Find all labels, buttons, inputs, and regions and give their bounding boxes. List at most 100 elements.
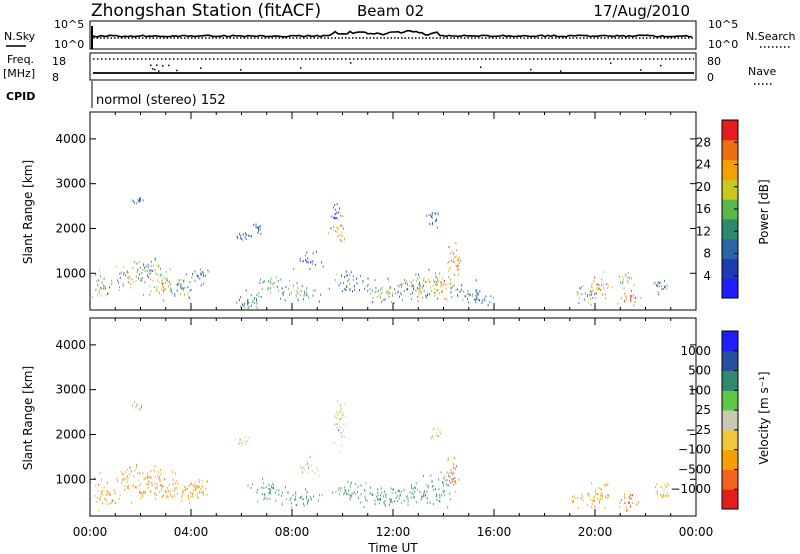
heatmap-cell <box>454 481 456 484</box>
heatmap-cell <box>155 488 157 491</box>
heatmap-cell <box>165 489 166 492</box>
heatmap-cell <box>180 293 181 296</box>
heatmap-cell <box>469 293 471 296</box>
heatmap-cell <box>450 287 452 290</box>
heatmap-cell <box>629 277 631 280</box>
heatmap-cell <box>139 490 140 493</box>
heatmap-cell <box>138 277 139 280</box>
heatmap-cell <box>307 261 309 264</box>
heatmap-cell <box>365 482 367 485</box>
heatmap-cell <box>295 491 297 494</box>
heatmap-cell <box>455 264 457 267</box>
heatmap-cell <box>640 296 642 299</box>
heatmap-cell <box>438 292 440 295</box>
heatmap-cell <box>345 492 347 495</box>
heatmap-cell <box>605 496 607 499</box>
heatmap-cell <box>385 496 387 499</box>
power-cells <box>92 197 669 310</box>
heatmap-cell <box>611 286 613 289</box>
heatmap-cell <box>624 275 626 278</box>
heatmap-cell <box>130 283 131 286</box>
heatmap-cell <box>582 285 584 288</box>
heatmap-cell <box>128 473 130 476</box>
nave-dip-point <box>300 67 302 69</box>
nave-dip-point <box>240 69 242 71</box>
heatmap-cell <box>200 273 202 276</box>
colorbar-tick-label: 28 <box>696 135 711 149</box>
date-label: 17/Aug/2010 <box>593 2 690 20</box>
heatmap-cell <box>350 483 351 486</box>
colorbar-band <box>722 489 738 510</box>
nsky-trace <box>92 29 693 38</box>
heatmap-cell <box>656 490 658 493</box>
heatmap-cell <box>307 462 309 465</box>
heatmap-cell <box>167 285 169 288</box>
heatmap-cell <box>634 296 636 299</box>
heatmap-cell <box>291 506 292 509</box>
colorbar-tick-label: 16 <box>696 202 711 216</box>
heatmap-cell <box>148 276 149 279</box>
heatmap-cell <box>253 223 255 226</box>
heatmap-cell <box>148 475 150 478</box>
heatmap-cell <box>397 284 399 287</box>
heatmap-cell <box>664 484 666 487</box>
heatmap-cell <box>630 497 632 500</box>
heatmap-cell <box>438 488 440 491</box>
heatmap-cell <box>601 497 603 500</box>
heatmap-cell <box>268 492 270 495</box>
heatmap-cell <box>453 457 455 460</box>
heatmap-cell <box>343 429 344 432</box>
heatmap-cell <box>475 301 477 304</box>
heatmap-cell <box>352 275 354 278</box>
heatmap-cell <box>99 286 101 289</box>
heatmap-cell <box>149 480 150 483</box>
heatmap-cell <box>123 265 125 268</box>
heatmap-cell <box>295 504 297 507</box>
heatmap-cell <box>244 302 246 305</box>
heatmap-cell <box>666 486 668 489</box>
heatmap-cell <box>240 442 242 445</box>
heatmap-cell <box>101 478 103 481</box>
heatmap-cell <box>624 501 626 504</box>
heatmap-cell <box>467 290 469 293</box>
heatmap-cell <box>600 288 601 291</box>
heatmap-cell <box>293 268 295 271</box>
heatmap-cell <box>435 275 437 278</box>
heatmap-cell <box>312 260 314 263</box>
colorbar-tick-label: −100 <box>678 443 711 457</box>
heatmap-cell <box>271 282 273 285</box>
heatmap-cell <box>337 226 339 229</box>
heatmap-cell <box>357 491 358 494</box>
heatmap-cell <box>189 281 191 284</box>
heatmap-cell <box>399 493 401 496</box>
heatmap-cell <box>345 288 347 291</box>
heatmap-cell <box>159 490 161 493</box>
heatmap-cell <box>457 295 459 298</box>
heatmap-cell <box>331 215 333 218</box>
heatmap-cell <box>475 295 477 298</box>
heatmap-cell <box>236 301 238 304</box>
heatmap-cell <box>280 297 281 300</box>
heatmap-cell <box>435 284 437 287</box>
heatmap-cell <box>619 506 621 509</box>
heatmap-cell <box>371 493 373 496</box>
heatmap-cell <box>272 484 274 487</box>
heatmap-cell <box>118 289 120 292</box>
y-tick-label: 3000 <box>55 177 86 191</box>
heatmap-cell <box>302 498 304 501</box>
heatmap-cell <box>339 489 341 492</box>
heatmap-cell <box>160 274 161 277</box>
heatmap-cell <box>281 287 283 290</box>
heatmap-cell <box>456 249 458 252</box>
heatmap-cell <box>242 239 244 242</box>
heatmap-cell <box>284 299 286 302</box>
heatmap-cell <box>98 509 100 512</box>
heatmap-cell <box>150 260 152 263</box>
heatmap-cell <box>638 501 639 504</box>
heatmap-cell <box>322 494 323 497</box>
heatmap-cell <box>342 416 343 419</box>
heatmap-cell <box>597 283 599 286</box>
heatmap-cell <box>425 493 427 496</box>
heatmap-cell <box>268 487 270 490</box>
